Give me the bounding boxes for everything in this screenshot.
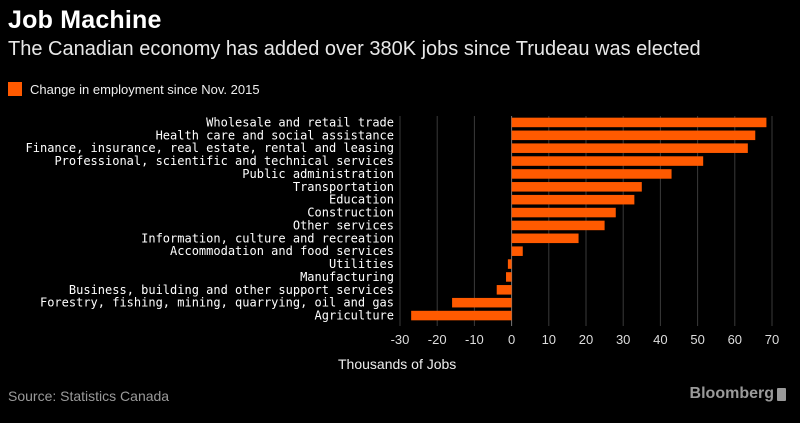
x-tick-label: -20 xyxy=(428,332,447,347)
category-label: Transportation xyxy=(293,180,394,194)
x-axis-label: Thousands of Jobs xyxy=(338,356,457,372)
legend-label: Change in employment since Nov. 2015 xyxy=(30,81,260,97)
x-tick-label: 10 xyxy=(542,332,556,347)
bar xyxy=(452,297,512,308)
bar xyxy=(511,207,616,218)
category-label: Utilities xyxy=(329,257,394,271)
brand-logo: Bloomberg xyxy=(690,385,786,403)
category-label: Manufacturing xyxy=(300,270,394,284)
bar xyxy=(506,272,512,282)
x-tick-label: -10 xyxy=(465,332,484,347)
chart-subtitle: The Canadian economy has added over 380K… xyxy=(8,38,701,60)
bar xyxy=(511,169,672,179)
bar xyxy=(511,143,748,153)
x-tick-label: -30 xyxy=(391,332,410,347)
x-tick-label: 30 xyxy=(616,332,630,347)
x-tick-label: 20 xyxy=(579,332,593,347)
bar xyxy=(511,156,704,166)
legend: Change in employment since Nov. 2015 xyxy=(8,81,260,97)
category-label: Public administration xyxy=(242,167,394,181)
category-label: Health care and social assistance xyxy=(156,128,394,142)
category-label: Information, culture and recreation xyxy=(141,231,394,245)
x-tick-label: 40 xyxy=(653,332,667,347)
x-tick-label: 0 xyxy=(508,332,515,347)
category-label: Accommodation and food services xyxy=(170,244,394,258)
x-tick-label: 50 xyxy=(690,332,704,347)
bar xyxy=(511,130,756,141)
source-note: Source: Statistics Canada xyxy=(8,388,170,404)
category-label: Wholesale and retail trade xyxy=(206,115,394,129)
bar xyxy=(511,117,767,128)
category-label: Other services xyxy=(293,218,394,232)
category-label: Education xyxy=(329,193,394,207)
category-label: Construction xyxy=(307,206,394,220)
bar xyxy=(496,285,512,295)
bar xyxy=(507,259,512,269)
bar xyxy=(411,310,512,321)
bar xyxy=(511,194,635,205)
category-label: Forestry, fishing, mining, quarrying, oi… xyxy=(40,296,394,310)
category-label: Finance, insurance, real estate, rental … xyxy=(26,141,394,155)
bar xyxy=(511,246,523,256)
chart-title: Job Machine xyxy=(8,6,162,34)
brand-mark-icon xyxy=(777,387,786,401)
legend-swatch xyxy=(8,82,22,96)
x-tick-label: 70 xyxy=(765,332,779,347)
bar xyxy=(511,233,579,244)
category-label: Professional, scientific and technical s… xyxy=(54,154,394,168)
category-label: Agriculture xyxy=(315,309,394,323)
bar xyxy=(511,220,605,231)
bar xyxy=(511,182,642,192)
brand-name: Bloomberg xyxy=(689,385,774,402)
x-tick-label: 60 xyxy=(728,332,742,347)
category-label: Business, building and other support ser… xyxy=(69,283,394,297)
